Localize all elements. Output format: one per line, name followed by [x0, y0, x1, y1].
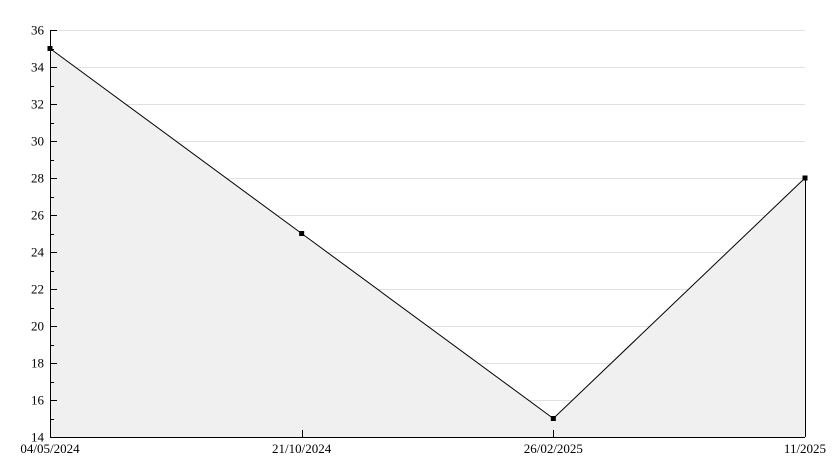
y-tick-label: 34: [31, 60, 45, 75]
y-tick-label: 28: [31, 171, 44, 186]
data-point: [802, 175, 808, 181]
y-tick-label: 14: [31, 430, 45, 445]
y-tick-label: 24: [31, 245, 45, 260]
y-tick-label: 36: [31, 23, 45, 38]
data-point: [47, 46, 53, 51]
y-tick-label: 16: [31, 393, 45, 408]
data-point: [550, 416, 556, 421]
y-tick-label: 20: [31, 319, 44, 334]
y-tick-label: 26: [31, 208, 45, 223]
x-tick-label: 04/05/2024: [20, 441, 80, 456]
x-tick-label: 11/2025: [784, 441, 826, 456]
y-tick-label: 30: [31, 134, 44, 149]
y-tick-label: 22: [31, 282, 44, 297]
x-tick-label: 21/10/2024: [272, 441, 332, 456]
data-point: [299, 231, 305, 236]
area-fill: [50, 48, 805, 437]
y-tick-label: 32: [31, 97, 44, 112]
x-tick-label: 26/02/2025: [524, 441, 583, 456]
data-line: [49, 48, 806, 420]
y-tick-label: 18: [31, 356, 44, 371]
